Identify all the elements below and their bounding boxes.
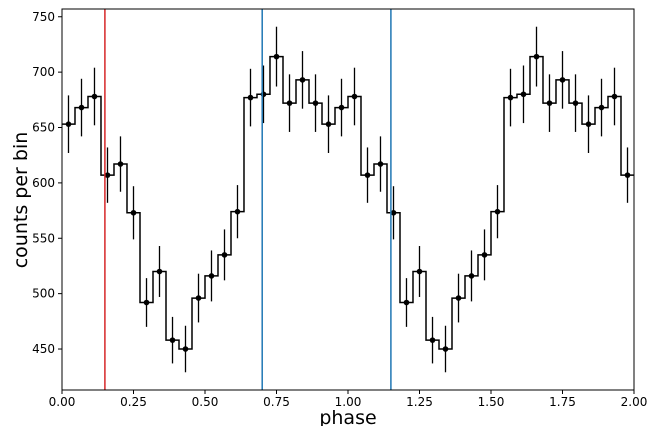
data-point <box>247 94 254 101</box>
data-point <box>338 104 345 111</box>
data-point <box>221 252 228 258</box>
x-tick-label: 1.00 <box>335 395 362 409</box>
y-tick-label: 450 <box>32 342 55 356</box>
y-tick-label: 650 <box>32 121 55 135</box>
data-point <box>377 161 384 167</box>
data-point <box>91 93 98 100</box>
y-axis-label: counts per bin <box>10 132 32 269</box>
data-point <box>494 208 501 215</box>
data-point <box>507 94 514 101</box>
plot-marks <box>62 9 634 390</box>
data-point <box>195 295 202 301</box>
data-point <box>481 252 488 258</box>
data-point <box>624 172 631 178</box>
data-point <box>572 100 579 106</box>
data-point <box>416 268 423 275</box>
histogram-step-line <box>62 55 634 350</box>
x-tick-label: 1.25 <box>406 395 433 409</box>
data-point <box>130 209 137 216</box>
y-axis-ticks: 450 500 550 600 650 700 750 <box>32 10 62 356</box>
y-tick-label: 750 <box>32 10 55 24</box>
data-point <box>273 53 280 60</box>
data-point <box>598 104 605 111</box>
x-axis-label: phase <box>319 407 376 426</box>
data-point <box>455 295 462 301</box>
x-tick-label: 0.00 <box>49 395 76 409</box>
x-tick-label: 0.75 <box>263 395 290 409</box>
data-point <box>390 209 397 216</box>
data-point <box>611 93 618 100</box>
y-tick-label: 700 <box>32 65 55 79</box>
data-point <box>325 121 332 127</box>
data-point <box>559 77 566 83</box>
x-tick-label: 0.50 <box>192 395 219 409</box>
x-axis-ticks: 0.00 0.25 0.50 0.75 1.00 1.25 1.50 1.75 2.00 <box>49 390 648 409</box>
data-point <box>104 172 111 178</box>
data-point <box>468 273 475 279</box>
data-point <box>117 161 124 167</box>
x-tick-label: 2.00 <box>621 395 648 409</box>
data-point <box>65 121 72 127</box>
data-point <box>182 346 189 352</box>
plot-frame <box>61 8 635 391</box>
data-point <box>351 93 358 100</box>
data-point <box>364 172 371 178</box>
data-point <box>585 121 592 127</box>
data-point <box>286 100 293 106</box>
y-tick-label: 550 <box>32 231 55 245</box>
data-point <box>546 100 553 106</box>
y-tick-label: 600 <box>32 176 55 190</box>
data-point <box>299 77 306 83</box>
data-point <box>520 91 527 98</box>
data-point <box>312 100 319 106</box>
y-tick-label: 500 <box>32 287 55 301</box>
data-point <box>78 104 85 111</box>
data-point <box>533 53 540 60</box>
x-tick-label: 1.75 <box>549 395 576 409</box>
x-tick-label: 1.50 <box>478 395 505 409</box>
data-point <box>442 346 449 352</box>
data-point <box>234 208 241 215</box>
data-point <box>403 299 410 306</box>
data-point <box>208 273 215 279</box>
data-point <box>143 299 150 306</box>
data-point <box>169 337 176 343</box>
data-point <box>156 268 163 275</box>
data-point <box>429 337 436 343</box>
x-tick-label: 0.25 <box>120 395 147 409</box>
